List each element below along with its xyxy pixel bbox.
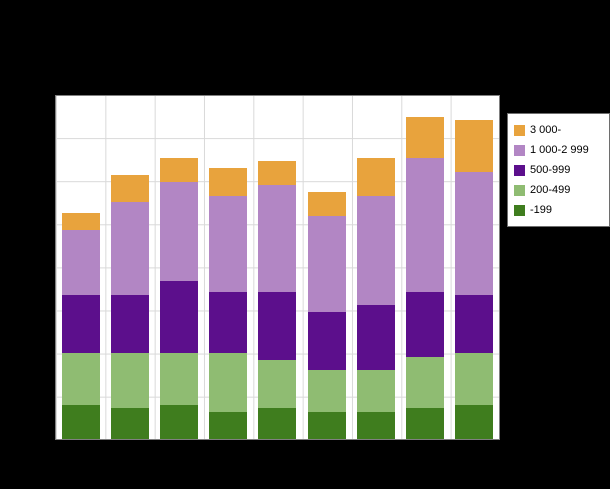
- bar-segment: [258, 161, 297, 186]
- legend-label: 3 000-: [530, 124, 562, 136]
- bar-segment: [160, 181, 199, 282]
- bar: [160, 96, 199, 439]
- legend-label: 200-499: [530, 184, 571, 196]
- bar: [455, 96, 494, 439]
- bar-segment: [356, 195, 395, 306]
- bar-segment: [455, 171, 494, 295]
- bar-segment: [110, 174, 149, 203]
- bar-segment: [61, 229, 100, 295]
- bar-segment: [209, 411, 248, 439]
- bar-segment: [209, 168, 248, 196]
- bar-segment: [307, 192, 346, 217]
- legend-item: 500-999: [514, 160, 603, 180]
- bar-segment: [258, 408, 297, 439]
- bar-segment: [356, 411, 395, 439]
- bar: [110, 96, 149, 439]
- bar-segment: [455, 294, 494, 354]
- bar-segment: [307, 411, 346, 439]
- bar-segment: [160, 353, 199, 405]
- bar-segment: [455, 120, 494, 172]
- bar: [406, 96, 445, 439]
- bar-segment: [110, 202, 149, 295]
- bar-segment: [110, 353, 149, 409]
- bar-segment: [356, 157, 395, 196]
- legend-label: 500-999: [530, 164, 571, 176]
- bar-segment: [160, 157, 199, 182]
- legend-swatch: [514, 144, 525, 156]
- legend-label: 1 000-2 999: [530, 144, 589, 156]
- legend-item: 1 000-2 999: [514, 140, 603, 160]
- legend-item: -199: [514, 200, 603, 220]
- bar-segment: [356, 370, 395, 412]
- bar-segment: [61, 294, 100, 354]
- legend-item: 200-499: [514, 180, 603, 200]
- bar: [307, 96, 346, 439]
- bars: [56, 96, 499, 439]
- bar-segment: [356, 305, 395, 371]
- bar-segment: [160, 281, 199, 354]
- bar-segment: [110, 408, 149, 439]
- legend-item: 3 000-: [514, 120, 603, 140]
- bar-segment: [406, 157, 445, 292]
- plot-area: [55, 95, 500, 440]
- bar: [61, 96, 100, 439]
- bar-segment: [209, 291, 248, 354]
- bar-segment: [406, 291, 445, 357]
- bar-segment: [455, 404, 494, 439]
- bar: [258, 96, 297, 439]
- bar-segment: [61, 212, 100, 230]
- bar-segment: [307, 370, 346, 412]
- bar-segment: [406, 408, 445, 439]
- legend: 3 000- 1 000-2 999 500-999 200-499 -199: [507, 113, 610, 227]
- bar-segment: [307, 216, 346, 313]
- bar-segment: [258, 185, 297, 292]
- bar-segment: [406, 356, 445, 409]
- bar: [209, 96, 248, 439]
- legend-swatch: [514, 204, 525, 216]
- legend-list: 3 000- 1 000-2 999 500-999 200-499 -199: [514, 120, 603, 220]
- bar: [356, 96, 395, 439]
- legend-swatch: [514, 184, 525, 196]
- bar-segment: [209, 195, 248, 292]
- bar-segment: [258, 291, 297, 361]
- legend-label: -199: [530, 204, 553, 216]
- bar-segment: [160, 404, 199, 439]
- bar-segment: [110, 294, 149, 354]
- bar-segment: [61, 353, 100, 405]
- bar-segment: [209, 353, 248, 412]
- legend-swatch: [514, 164, 525, 176]
- bar-segment: [258, 360, 297, 409]
- bar-segment: [307, 312, 346, 371]
- bar-segment: [455, 353, 494, 405]
- legend-swatch: [514, 124, 525, 136]
- bar-segment: [406, 116, 445, 158]
- bar-segment: [61, 404, 100, 439]
